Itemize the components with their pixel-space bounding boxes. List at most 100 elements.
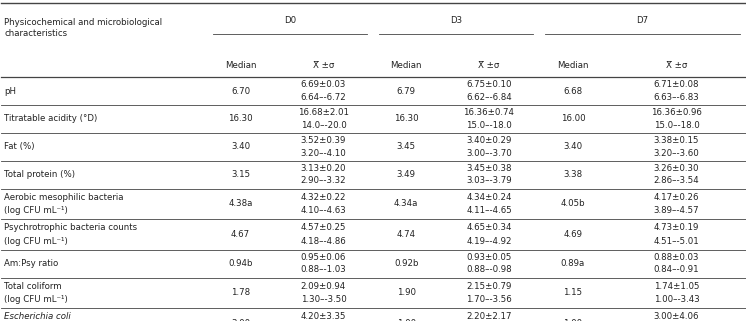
Text: 6.64–-6.72: 6.64–-6.72 [301, 93, 346, 102]
Text: 16.36±0.74: 16.36±0.74 [463, 108, 515, 117]
Text: 3.38±0.15: 3.38±0.15 [654, 136, 699, 145]
Text: 2.09±0.94: 2.09±0.94 [301, 282, 346, 291]
Text: 16.36±0.96: 16.36±0.96 [651, 108, 702, 117]
Text: 16.00: 16.00 [560, 114, 586, 124]
Text: 3.45: 3.45 [397, 142, 416, 152]
Text: 4.17±0.26: 4.17±0.26 [654, 193, 699, 202]
Text: 0.93±0.05: 0.93±0.05 [466, 253, 512, 262]
Text: 3.49: 3.49 [397, 170, 416, 179]
Text: 4.74: 4.74 [397, 230, 416, 239]
Text: 15.0–-18.0: 15.0–-18.0 [653, 121, 700, 130]
Text: 1.00: 1.00 [397, 319, 416, 321]
Text: X̅ ±σ: X̅ ±σ [666, 60, 687, 70]
Text: 6.70: 6.70 [231, 86, 250, 96]
Text: 6.62–-6.84: 6.62–-6.84 [466, 93, 512, 102]
Text: 4.11–-4.65: 4.11–-4.65 [466, 206, 512, 215]
Text: pH: pH [4, 86, 16, 96]
Text: 1.78: 1.78 [231, 288, 250, 298]
Text: 3.89–-4.57: 3.89–-4.57 [653, 206, 700, 215]
Text: 6.71±0.08: 6.71±0.08 [654, 80, 699, 89]
Text: 4.05b: 4.05b [560, 199, 586, 209]
Text: 2.15±0.79: 2.15±0.79 [466, 282, 512, 291]
Text: 15.0–-18.0: 15.0–-18.0 [466, 121, 512, 130]
Text: 1.00: 1.00 [563, 319, 583, 321]
Text: 1.90: 1.90 [397, 288, 416, 298]
Text: 3.20–-3.60: 3.20–-3.60 [653, 149, 700, 158]
Text: 3.00: 3.00 [231, 319, 250, 321]
Text: 1.30–-3.50: 1.30–-3.50 [301, 295, 346, 304]
Text: 3.15: 3.15 [231, 170, 250, 179]
Text: 6.75±0.10: 6.75±0.10 [466, 80, 512, 89]
Text: 6.69±0.03: 6.69±0.03 [301, 80, 346, 89]
Text: 4.20±3.35: 4.20±3.35 [301, 312, 346, 321]
Text: 16.30: 16.30 [394, 114, 419, 124]
Text: 3.40: 3.40 [563, 142, 583, 152]
Text: 4.65±0.34: 4.65±0.34 [466, 223, 512, 232]
Text: 4.38a: 4.38a [228, 199, 253, 209]
Text: 3.20–-4.10: 3.20–-4.10 [301, 149, 346, 158]
Text: 0.88–-1.03: 0.88–-1.03 [301, 265, 346, 274]
Text: 4.73±0.19: 4.73±0.19 [654, 223, 699, 232]
Text: D7: D7 [636, 16, 648, 25]
Text: 16.68±2.01: 16.68±2.01 [298, 108, 349, 117]
Text: 4.10–-4.63: 4.10–-4.63 [301, 206, 346, 215]
Text: 4.51–-5.01: 4.51–-5.01 [653, 237, 700, 246]
Text: 1.15: 1.15 [563, 288, 583, 298]
Text: 0.84–-0.91: 0.84–-0.91 [653, 265, 700, 274]
Text: 4.69: 4.69 [563, 230, 583, 239]
Text: 3.52±0.39: 3.52±0.39 [301, 136, 346, 145]
Text: 0.89a: 0.89a [561, 259, 585, 268]
Text: Median: Median [390, 60, 422, 70]
Text: 16.30: 16.30 [228, 114, 253, 124]
Text: D0: D0 [284, 16, 296, 25]
Text: 4.32±0.22: 4.32±0.22 [301, 193, 346, 202]
Text: 3.45±0.38: 3.45±0.38 [466, 164, 512, 173]
Text: 0.95±0.06: 0.95±0.06 [301, 253, 346, 262]
Text: 3.13±0.20: 3.13±0.20 [301, 164, 346, 173]
Text: 2.90–-3.32: 2.90–-3.32 [301, 177, 346, 186]
Text: 3.00±4.06: 3.00±4.06 [654, 312, 699, 321]
Text: Titratable acidity (°D): Titratable acidity (°D) [4, 114, 98, 124]
Text: 2.20±2.17: 2.20±2.17 [466, 312, 512, 321]
Text: 0.88–-0.98: 0.88–-0.98 [466, 265, 512, 274]
Text: 14.0–-20.0: 14.0–-20.0 [301, 121, 346, 130]
Text: 3.26±0.30: 3.26±0.30 [654, 164, 699, 173]
Text: 4.34±0.24: 4.34±0.24 [466, 193, 512, 202]
Text: 1.00–-3.43: 1.00–-3.43 [653, 295, 700, 304]
Text: Total protein (%): Total protein (%) [4, 170, 75, 179]
Text: 6.63–-6.83: 6.63–-6.83 [653, 93, 700, 102]
Text: 6.79: 6.79 [397, 86, 416, 96]
Text: Am:Psy ratio: Am:Psy ratio [4, 259, 59, 268]
Text: (log CFU mL⁻¹): (log CFU mL⁻¹) [4, 295, 68, 304]
Text: Aerobic mesophilic bacteria: Aerobic mesophilic bacteria [4, 193, 124, 202]
Text: 1.74±1.05: 1.74±1.05 [654, 282, 699, 291]
Text: 4.19–-4.92: 4.19–-4.92 [466, 237, 512, 246]
Text: Escherichia coli: Escherichia coli [4, 312, 71, 321]
Text: 3.40±0.29: 3.40±0.29 [466, 136, 512, 145]
Text: 4.18–-4.86: 4.18–-4.86 [301, 237, 346, 246]
Text: Psychrotrophic bacteria counts: Psychrotrophic bacteria counts [4, 223, 137, 232]
Text: 6.68: 6.68 [563, 86, 583, 96]
Text: 3.03–-3.79: 3.03–-3.79 [466, 177, 512, 186]
Text: Physicochemical and microbiological
characteristics: Physicochemical and microbiological char… [4, 18, 163, 38]
Text: 0.92b: 0.92b [394, 259, 419, 268]
Text: (log CFU mL⁻¹): (log CFU mL⁻¹) [4, 206, 68, 215]
Text: D3: D3 [450, 16, 462, 25]
Text: Median: Median [557, 60, 589, 70]
Text: 3.40: 3.40 [231, 142, 250, 152]
Text: 4.67: 4.67 [231, 230, 250, 239]
Text: 4.34a: 4.34a [394, 199, 419, 209]
Text: X̅ ±σ: X̅ ±σ [313, 60, 334, 70]
Text: 3.00–-3.70: 3.00–-3.70 [466, 149, 512, 158]
Text: 4.57±0.25: 4.57±0.25 [301, 223, 346, 232]
Text: Total coliform: Total coliform [4, 282, 62, 291]
Text: 2.86–-3.54: 2.86–-3.54 [653, 177, 700, 186]
Text: (log CFU mL⁻¹): (log CFU mL⁻¹) [4, 237, 68, 246]
Text: Fat (%): Fat (%) [4, 142, 35, 152]
Text: 0.88±0.03: 0.88±0.03 [654, 253, 699, 262]
Text: 3.38: 3.38 [563, 170, 583, 179]
Text: X̅ ±σ: X̅ ±σ [478, 60, 500, 70]
Text: 1.70–-3.56: 1.70–-3.56 [466, 295, 512, 304]
Text: Median: Median [225, 60, 257, 70]
Text: 0.94b: 0.94b [228, 259, 253, 268]
